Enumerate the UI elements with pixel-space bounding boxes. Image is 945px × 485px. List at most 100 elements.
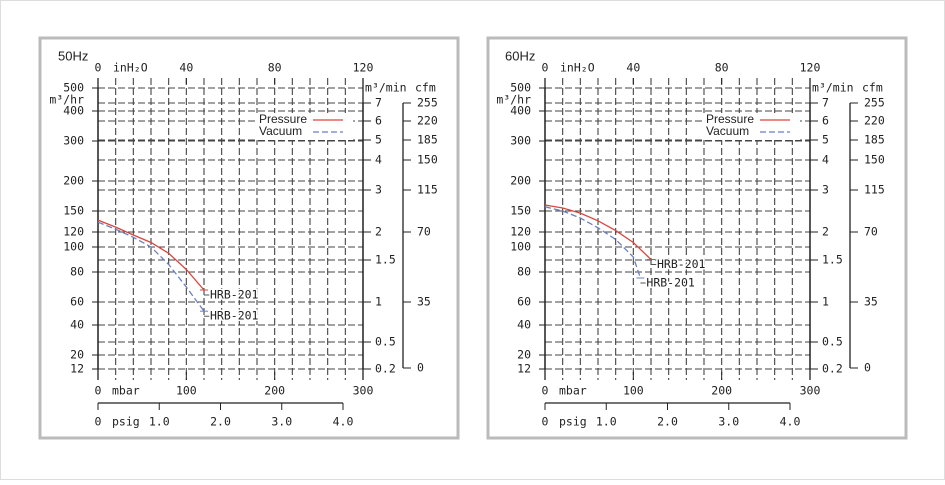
x-tick-label: 100: [176, 384, 197, 398]
x-tick-label: 0: [542, 384, 549, 398]
y-axis-title: m³/hr: [496, 93, 531, 107]
y3-tick-label: 150: [864, 153, 885, 167]
series-line: [544, 204, 652, 260]
y-tick-label: 100: [63, 240, 84, 254]
series-line: [97, 219, 205, 291]
series-label: HRB-201: [657, 257, 706, 271]
x3-tick-label: 1.0: [149, 415, 170, 429]
x2-tick-label: 120: [353, 61, 374, 75]
y2-tick-label: 1.5: [375, 253, 396, 267]
y3-tick-label: 0: [417, 361, 424, 375]
y3-tick-label: 70: [417, 225, 431, 239]
y2-tick-label: 0.2: [822, 362, 843, 376]
y-tick-label: 60: [70, 295, 84, 309]
y-tick-label: 12: [70, 362, 84, 376]
y3-tick-label: 185: [417, 133, 438, 147]
y2-tick-label: 3: [375, 183, 382, 197]
x-axis-title: mbar: [559, 384, 587, 398]
x2-tick-label: 120: [800, 61, 821, 75]
x3-tick-label: 4.0: [333, 415, 354, 429]
y-tick-label: 120: [63, 225, 84, 239]
x3-tick-label: 3.0: [718, 415, 739, 429]
y2-axis-title: m³/min: [365, 81, 407, 95]
x2-tick-label: 0: [542, 61, 549, 75]
y3-tick-label: 220: [864, 114, 885, 128]
legend-label: Vacuum: [706, 124, 749, 138]
x3-tick-label: 3.0: [271, 415, 292, 429]
x3-tick-label: 1.0: [596, 415, 617, 429]
x2-tick-label: 40: [626, 61, 640, 75]
legend-box: [702, 113, 800, 140]
y-tick-label: 80: [517, 265, 531, 279]
y-tick-label: 150: [510, 204, 531, 218]
y-tick-label: 200: [63, 174, 84, 188]
x3-tick-label: 4.0: [780, 415, 801, 429]
panel-frame: [38, 36, 460, 440]
y2-tick-label: 1: [822, 295, 829, 309]
y3-tick-label: 35: [417, 295, 431, 309]
y2-tick-label: 4: [375, 153, 382, 167]
y2-tick-label: 6: [822, 114, 829, 128]
y2-tick-label: 0.2: [375, 362, 396, 376]
y-axis-title: m³/hr: [49, 93, 84, 107]
y2-tick-label: 2: [375, 225, 382, 239]
y2-tick-label: 4: [822, 153, 829, 167]
y-tick-label: 300: [510, 134, 531, 148]
y2-tick-label: 7: [822, 96, 829, 110]
y3-axis-title: cfm: [862, 81, 883, 95]
x-tick-label: 0: [95, 384, 102, 398]
series-label: HRB-201: [210, 309, 259, 323]
x-tick-label: 300: [353, 384, 374, 398]
x2-tick-label: 0: [95, 61, 102, 75]
x3-tick-label: 2.0: [657, 415, 678, 429]
y-tick-label: 12: [517, 362, 531, 376]
x3-tick-label: 0: [542, 415, 549, 429]
y-tick-label: 500: [510, 81, 531, 95]
x2-tick-label: 40: [179, 61, 193, 75]
x-axis-title: mbar: [112, 384, 140, 398]
y3-tick-label: 255: [864, 96, 885, 110]
y2-tick-label: 1: [375, 295, 382, 309]
y-tick-label: 100: [510, 240, 531, 254]
x3-axis-title: psig: [112, 415, 140, 429]
y2-axis-title: m³/min: [812, 81, 854, 95]
y2-tick-label: 1.5: [822, 253, 843, 267]
chart-title: 50Hz: [58, 48, 88, 63]
x2-axis-title: inH₂O: [113, 61, 148, 75]
y3-tick-label: 115: [864, 183, 885, 197]
y-tick-label: 40: [70, 318, 84, 332]
legend-label: Pressure: [259, 112, 307, 126]
y3-tick-label: 115: [417, 183, 438, 197]
chart-title: 60Hz: [505, 48, 535, 63]
y-tick-label: 40: [517, 318, 531, 332]
y-tick-label: 60: [517, 295, 531, 309]
y3-tick-label: 185: [864, 133, 885, 147]
y3-tick-label: 255: [417, 96, 438, 110]
y-tick-label: 20: [517, 348, 531, 362]
y2-tick-label: 6: [375, 114, 382, 128]
y3-tick-label: 35: [864, 295, 878, 309]
x-tick-label: 200: [711, 384, 732, 398]
y2-tick-label: 3: [822, 183, 829, 197]
x2-tick-label: 80: [268, 61, 282, 75]
y-tick-label: 400: [63, 104, 84, 118]
y2-tick-label: 7: [375, 96, 382, 110]
y-tick-label: 300: [63, 134, 84, 148]
y-tick-label: 150: [63, 204, 84, 218]
y3-tick-label: 70: [864, 225, 878, 239]
series-label: HRB-201: [646, 276, 695, 290]
legend-box: [255, 113, 353, 140]
x2-axis-title: inH₂O: [560, 61, 595, 75]
y-tick-label: 120: [510, 225, 531, 239]
y3-tick-label: 220: [417, 114, 438, 128]
y2-tick-label: 5: [375, 133, 382, 147]
x-tick-label: 100: [623, 384, 644, 398]
series-line: [97, 221, 205, 312]
legend-label: Pressure: [706, 112, 754, 126]
y2-tick-label: 5: [822, 133, 829, 147]
x-tick-label: 200: [264, 384, 285, 398]
x3-tick-label: 0: [95, 415, 102, 429]
y3-tick-label: 150: [417, 153, 438, 167]
legend-label: Vacuum: [259, 124, 302, 138]
